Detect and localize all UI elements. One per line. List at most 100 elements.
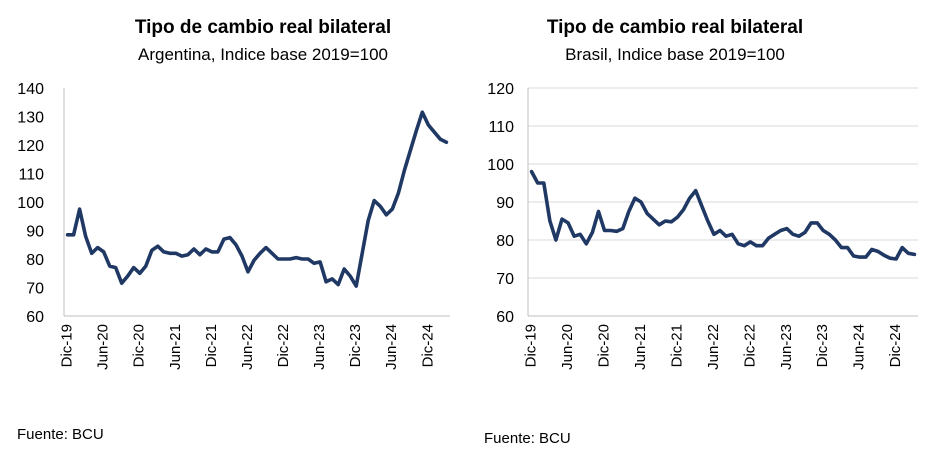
data-point [633, 197, 636, 200]
y-tick-label: 70 [26, 281, 44, 298]
data-point [530, 170, 533, 173]
data-point [168, 252, 171, 255]
data-point [264, 246, 267, 249]
data-point [609, 229, 612, 232]
data-point [567, 221, 570, 224]
chart-brasil: Tipo de cambio real bilateral Brasil, In… [470, 0, 942, 450]
y-tick-label: 80 [496, 233, 514, 250]
data-point [639, 200, 642, 203]
x-tick-label: Jun-20 [559, 324, 576, 370]
data-point [810, 221, 813, 224]
data-point [603, 229, 606, 232]
data-point [585, 242, 588, 245]
chart-subtitle: Brasil, Indice base 2019=100 [565, 45, 785, 64]
data-point [150, 249, 153, 252]
data-point [664, 219, 667, 222]
x-tick-label: Dic-20 [596, 324, 613, 367]
data-point [597, 210, 600, 213]
x-tick-label: Dic-21 [668, 324, 685, 367]
source-note: Fuente: BCU [17, 426, 104, 443]
y-tick-label: 110 [18, 167, 44, 184]
data-point [343, 267, 346, 270]
data-point [409, 149, 412, 152]
x-tick-label: Dic-24 [419, 324, 436, 367]
data-point [84, 235, 87, 238]
data-point [355, 285, 358, 288]
data-point [767, 237, 770, 240]
data-point [301, 257, 304, 260]
data-point [828, 233, 831, 236]
data-point [108, 265, 111, 268]
data-point [415, 129, 418, 132]
data-point [694, 189, 697, 192]
data-point [840, 246, 843, 249]
x-tick-label: Dic-22 [275, 324, 292, 367]
data-point [367, 219, 370, 222]
data-point [72, 233, 75, 236]
data-point [870, 248, 873, 251]
x-tick-label: Jun-24 [851, 324, 868, 370]
data-point [337, 283, 340, 286]
data-point [706, 219, 709, 222]
data-point [319, 260, 322, 263]
x-tick-label: Dic-23 [347, 324, 364, 367]
data-point [785, 227, 788, 230]
data-point [627, 210, 630, 213]
data-point [126, 275, 129, 278]
data-point [102, 250, 105, 253]
data-point [361, 252, 364, 255]
data-point [755, 244, 758, 247]
x-tick-label: Dic-23 [814, 324, 831, 367]
x-tick-label: Jun-22 [705, 324, 722, 370]
data-point [773, 233, 776, 236]
data-point [258, 252, 261, 255]
data-point [391, 208, 394, 211]
data-point [66, 233, 69, 236]
y-tick-label: 100 [487, 157, 514, 174]
data-point [385, 213, 388, 216]
data-point [132, 266, 135, 269]
y-tick-label: 90 [496, 195, 514, 212]
data-point [445, 141, 448, 144]
data-point [718, 229, 721, 232]
x-tick-label: Dic-20 [131, 324, 148, 367]
data-point [78, 208, 81, 211]
data-point [325, 280, 328, 283]
data-point [144, 265, 147, 268]
data-point [240, 255, 243, 258]
series-line [65, 110, 449, 288]
chart-title: Tipo de cambio real bilateral [134, 17, 392, 38]
data-point [270, 252, 273, 255]
data-point [913, 253, 916, 256]
chart-title: Tipo de cambio real bilateral [546, 17, 804, 38]
x-tick-label: Dic-19 [523, 324, 540, 367]
data-point [313, 262, 316, 265]
data-point [652, 218, 655, 221]
data-point [731, 233, 734, 236]
data-point [403, 169, 406, 172]
data-point [554, 238, 557, 241]
y-tick-label: 80 [26, 252, 44, 269]
y-tick-label: 60 [496, 309, 514, 326]
data-point [180, 255, 183, 258]
data-point [289, 257, 292, 260]
x-tick-label: Jun-23 [311, 324, 328, 370]
data-point [749, 240, 752, 243]
data-point [90, 252, 93, 255]
data-point [779, 229, 782, 232]
data-point [252, 259, 255, 262]
data-point [724, 235, 727, 238]
data-point [895, 257, 898, 260]
data-point [283, 257, 286, 260]
data-point [210, 250, 213, 253]
data-point [646, 212, 649, 215]
data-point [676, 216, 679, 219]
data-point [901, 246, 904, 249]
data-point [427, 123, 430, 126]
data-point [573, 235, 576, 238]
data-point [349, 275, 352, 278]
data-point [822, 229, 825, 232]
y-tick-label: 130 [17, 110, 44, 127]
data-point [204, 247, 207, 250]
data-point [889, 257, 892, 260]
